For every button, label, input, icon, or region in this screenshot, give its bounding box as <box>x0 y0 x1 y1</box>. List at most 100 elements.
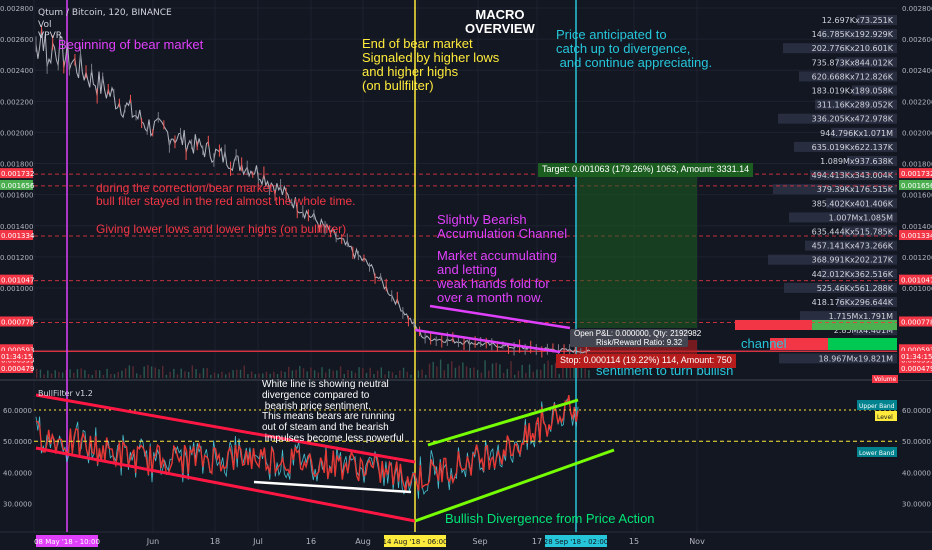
volume-bar <box>521 364 523 378</box>
vpvr-bar-8 <box>831 127 897 138</box>
oscillator-trendlines <box>35 393 615 523</box>
vpvr-level-label-11: 494.413Kx343.004K <box>812 171 894 180</box>
volume-bar <box>350 370 353 378</box>
volume-bar <box>102 374 105 378</box>
volume-bar <box>161 365 164 378</box>
volume-bar <box>569 359 572 378</box>
vpvr-bar-5 <box>852 85 897 96</box>
vpvr-level-label-14: 1.007Mx1.085M <box>829 213 893 222</box>
target-label[interactable]: Target: 0.001063 (179.26%) 1063, Amount:… <box>538 163 754 177</box>
left-osc-tick-3: 30.0000 <box>3 501 32 509</box>
volume-bar <box>402 367 405 378</box>
volume-bar <box>39 369 42 378</box>
volume-bar <box>124 368 127 378</box>
time-label-5: Sep <box>472 537 487 546</box>
time-label-2: Jul <box>252 537 263 546</box>
volume-bar <box>228 372 231 378</box>
left-price-highlight-bg-7 <box>0 351 33 361</box>
volume-bar <box>58 371 60 378</box>
accumulation-channel-annotation: Slightly Bearish Accumulation Channel <box>437 212 568 242</box>
left-price-tick-3: 0.002200 <box>0 98 33 106</box>
volume-bar <box>551 364 553 378</box>
left-price-highlight-4: 0.000778 <box>1 318 34 326</box>
volume-bar <box>388 371 390 378</box>
volume-bar <box>176 374 179 378</box>
volume-bar <box>132 366 134 378</box>
volume-bar <box>439 359 442 378</box>
time-label-3: 16 <box>306 537 316 546</box>
volume-bar <box>539 369 542 378</box>
volume-bar <box>165 374 168 378</box>
time-label-4: Aug <box>355 537 371 546</box>
volume-bar <box>543 363 546 378</box>
time-marker-0: 08 May '18 - 10:00 <box>34 538 100 546</box>
left-price-tick-0: 0.002800 <box>0 5 33 13</box>
vpvr-highlight-green-2 <box>828 338 897 350</box>
volume-bar <box>436 366 438 378</box>
volume-bar <box>150 366 153 378</box>
price-highlight-2: 0.001334 <box>901 232 932 240</box>
volume-bar <box>399 370 401 378</box>
vpvr-indicator-label[interactable]: VPVR <box>38 31 62 41</box>
position-info-box[interactable]: Open P&L: 0.000000, Qty: 2192982 Risk/Re… <box>570 329 701 347</box>
volume-bar <box>428 363 431 378</box>
vpvr-bar-0 <box>857 15 897 25</box>
volume-bar <box>506 368 509 378</box>
volume-bar <box>465 366 468 378</box>
osc-tick-2: 40.0000 <box>902 469 931 477</box>
volume-bar <box>495 362 497 378</box>
volume-bar <box>525 372 527 378</box>
volume-bar <box>447 363 449 378</box>
volume-bar <box>528 364 531 378</box>
left-price-tick-7: 0.001400 <box>0 223 33 231</box>
volume-bar <box>284 371 286 378</box>
left-price-highlight-5: 0.000593 <box>1 346 34 354</box>
price-highlight-5: 0.000593 <box>901 346 932 354</box>
volume-tag-bg <box>872 375 898 383</box>
open-pl-label: Open P&L: 0.000000, Qty: 2192982 <box>574 329 702 338</box>
stop-label[interactable]: Stop: 0.000114 (19.22%) 114, Amount: 750 <box>556 354 736 368</box>
left-price-highlight-bg-3 <box>0 274 33 285</box>
price-highlight-bg-4 <box>899 316 932 327</box>
bull-trend-lower <box>414 448 615 523</box>
volume-bar <box>254 374 257 378</box>
left-price-highlight-bg-5 <box>0 344 33 355</box>
vpvr-bar-14 <box>789 212 897 223</box>
volume-bar <box>380 367 383 378</box>
volume-bar <box>443 370 446 378</box>
left-price-tick-5: 0.001800 <box>0 161 33 169</box>
vpvr-level-label-24: 18.967Mx19.821M <box>818 354 893 363</box>
volume-bar <box>339 366 342 378</box>
volume-bar <box>376 370 379 378</box>
price-tick-6: 0.001600 <box>902 192 932 200</box>
vpvr-bar-6 <box>815 99 897 110</box>
vol-indicator-label[interactable]: Vol <box>38 20 52 30</box>
volume-bar <box>462 362 464 378</box>
vpvr-level-label-12: 379.39Kx176.515K <box>817 185 894 194</box>
left-price-tick-9: 0.001000 <box>0 285 33 293</box>
price-highlight-bg-8 <box>899 363 932 373</box>
left-price-tick-6: 0.001600 <box>0 192 33 200</box>
volume-bar <box>98 370 101 378</box>
price-highlight-3: 0.001047 <box>901 277 932 285</box>
volume-bar <box>113 374 116 378</box>
left-price-highlight-1: 0.001656 <box>1 182 35 190</box>
volume-bar <box>299 366 301 378</box>
risk-reward-label: Risk/Reward Ratio: 9.32 <box>596 338 683 347</box>
bullfilter-oscillator <box>34 395 897 499</box>
vpvr-level-label-19: 525.46Kx561.288K <box>817 284 894 293</box>
volume-bar <box>354 372 357 378</box>
price-tick-9: 0.001000 <box>902 285 932 293</box>
bullfilter-indicator-label[interactable]: BullFilter v1.2 <box>38 389 93 398</box>
volume-bar <box>110 374 112 378</box>
volume-bar <box>136 373 138 378</box>
volume-bar <box>328 368 331 378</box>
volume-bar <box>87 374 90 378</box>
volume-bar <box>73 372 75 378</box>
price-anticipated-annotation: Price anticipated to catch up to diverge… <box>556 27 713 71</box>
vpvr-bar-13 <box>826 198 897 209</box>
volume-bar <box>43 374 45 378</box>
volume-bar <box>517 370 520 378</box>
market-accumulating-annotation: Market accumulating and letting weak han… <box>437 248 557 306</box>
